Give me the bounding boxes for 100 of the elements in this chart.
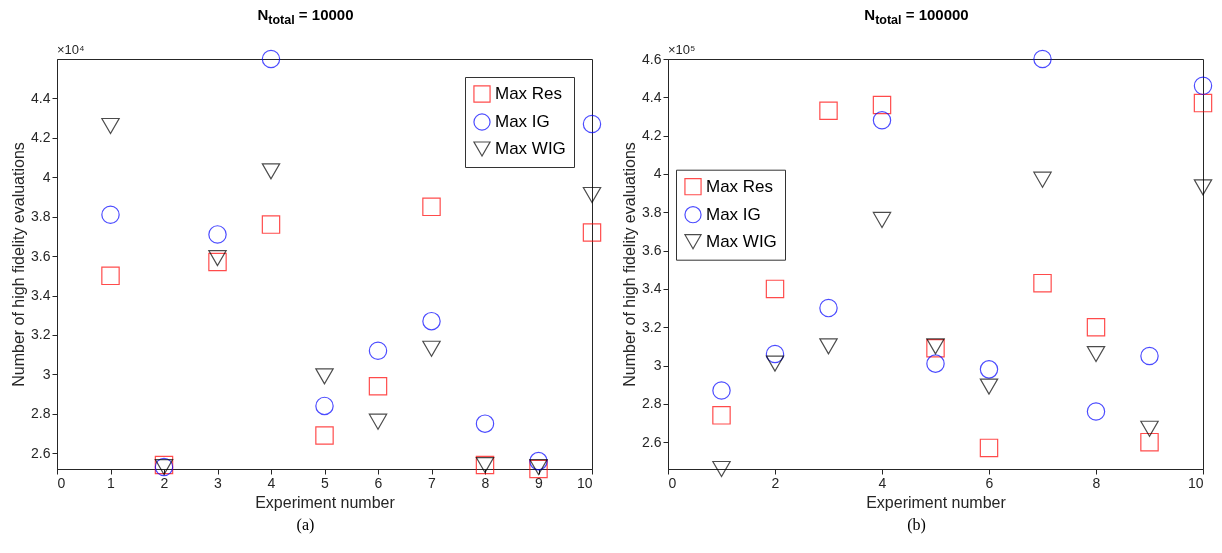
point: [1140, 420, 1159, 437]
y-tick-label: 3.6: [642, 242, 662, 259]
point: [1140, 346, 1159, 366]
point: [1033, 273, 1052, 293]
y-tick-label: 3.8: [642, 203, 662, 220]
y-tick-label: 2.6: [31, 444, 51, 461]
point: [872, 211, 892, 229]
point: [315, 396, 334, 416]
y-tick-label: 2.6: [642, 433, 662, 450]
text: (a): [295, 516, 316, 534]
point: [1193, 76, 1213, 96]
y-tick-label: 4.2: [31, 129, 51, 146]
point: [765, 279, 785, 299]
chart-title: N$_{total}$ = 100000: [863, 5, 970, 27]
y-tick-label: 4: [42, 168, 51, 185]
point: [1193, 179, 1213, 196]
text: (b): [906, 516, 927, 534]
x-tick-label: 5: [321, 474, 330, 491]
point: [368, 413, 388, 430]
point: [475, 414, 495, 433]
point: [368, 376, 388, 396]
y-tick-label: 4.6: [642, 50, 662, 67]
text: ×10⁵: [668, 42, 696, 57]
y-tick-label: 4: [653, 165, 662, 182]
x-tick-label: 7: [428, 474, 437, 491]
point: [872, 95, 892, 115]
point: [101, 205, 120, 224]
point: [315, 368, 334, 385]
x-tick-label: 2: [160, 474, 169, 491]
point: [368, 341, 388, 360]
point: [582, 114, 602, 134]
x-tick-label: 3: [214, 474, 223, 491]
point: [422, 311, 441, 331]
point: [1033, 49, 1052, 69]
point: [765, 344, 785, 364]
x-tick-label: 6: [985, 474, 994, 491]
y-tick-label: 3.6: [31, 247, 51, 264]
point: [926, 354, 945, 373]
x-tick-label: 0: [57, 474, 66, 491]
point: [261, 215, 281, 234]
legend-label: Max IG: [495, 112, 550, 131]
y-tick-label: 3.4: [642, 280, 662, 297]
point: [712, 460, 731, 478]
x-tick-label: 8: [481, 474, 490, 491]
point: [979, 360, 999, 379]
x-tick-label: 4: [878, 474, 887, 491]
point: [582, 223, 602, 242]
point: [208, 225, 227, 244]
point: [208, 249, 227, 267]
point: [1193, 93, 1213, 113]
point: [422, 197, 441, 217]
y-axis-title: Number of high fidelity evaluations: [621, 142, 639, 387]
y-tick-label: 3: [653, 357, 662, 374]
y-tick-label: 4.4: [31, 89, 51, 106]
legend-label: Max Res: [706, 176, 774, 196]
point: [1033, 171, 1052, 188]
x-tick-label: 0: [668, 474, 677, 491]
point: [1086, 345, 1106, 363]
x-tick-label: 1: [107, 474, 116, 491]
point: [979, 438, 999, 458]
legend-label: Max Res: [495, 84, 563, 103]
point: [979, 378, 999, 395]
point: [582, 186, 602, 204]
point: [1140, 432, 1159, 452]
point: [529, 451, 548, 471]
point: [872, 111, 892, 130]
point: [712, 406, 731, 425]
legend-label: Max WIG: [495, 139, 566, 158]
legend-label: Max WIG: [706, 231, 777, 251]
x-tick-label: 9: [535, 474, 544, 491]
x-tick-label: 10: [576, 474, 593, 491]
y-tick-label: 2.8: [31, 405, 51, 422]
y-tick-label: 3.2: [642, 318, 662, 335]
legend-label: Max IG: [706, 204, 761, 224]
point: [819, 298, 838, 318]
y-axis-title: Number of high fidelity evaluations: [10, 142, 28, 387]
point: [712, 381, 731, 400]
y-tick-label: 3: [42, 365, 51, 382]
point: [101, 117, 120, 135]
x-tick-label: 6: [374, 474, 383, 491]
x-tick-label: 8: [1092, 474, 1101, 491]
text: ×10⁴: [57, 42, 85, 57]
point: [208, 252, 227, 272]
x-tick-label: 4: [267, 474, 276, 491]
x-axis-title: Experiment number: [255, 493, 396, 511]
point: [101, 266, 120, 286]
point: [765, 355, 785, 372]
x-tick-label: 10: [1187, 474, 1204, 491]
point: [1086, 402, 1106, 421]
point: [1086, 317, 1106, 337]
point: [261, 49, 281, 69]
y-tick-label: 3.4: [31, 287, 51, 304]
x-tick-label: 2: [771, 474, 780, 491]
y-tick-label: 4.4: [642, 88, 662, 105]
point: [819, 101, 838, 120]
y-tick-label: 3.2: [31, 326, 51, 343]
point: [261, 163, 281, 180]
y-tick-label: 4.2: [642, 127, 662, 144]
y-tick-label: 2.8: [642, 395, 662, 412]
chart-title: N$_{total}$ = 10000: [256, 5, 355, 27]
